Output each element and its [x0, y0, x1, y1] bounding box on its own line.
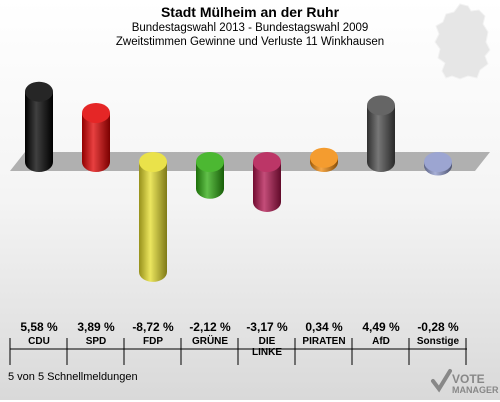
value-label-fdp: -8,72 % — [132, 320, 174, 334]
value-label-spd: 3,89 % — [77, 320, 115, 334]
logo-text-vote: VOTE — [452, 372, 485, 386]
category-label-sonstige: Sonstige — [416, 336, 460, 347]
chart-title: Stadt Mülheim an der Ruhr — [160, 4, 340, 20]
category-label-die-linke: DIE LINKE — [252, 336, 282, 358]
value-label-cdu: 5,58 % — [20, 320, 58, 334]
bar-spd — [82, 102, 110, 172]
value-label-die-linke: -3,17 % — [246, 320, 288, 334]
germany-map-icon — [434, 3, 491, 80]
bar-cdu — [25, 81, 53, 172]
category-label-fdp: FDP — [143, 336, 163, 347]
report-status: 5 von 5 Schnellmeldungen — [8, 371, 138, 383]
value-label-afd: 4,49 % — [362, 320, 400, 334]
bar-chart — [10, 81, 490, 282]
category-label-spd: SPD — [85, 336, 107, 347]
bar-fdp — [139, 152, 167, 282]
chart-header: Stadt Mülheim an der Ruhr Bundestagswahl… — [0, 4, 500, 49]
chart-subtitle: Bundestagswahl 2013 - Bundestagswahl 200… — [131, 22, 369, 34]
logo-text-manager: MANAGER — [452, 385, 499, 395]
chart-subtitle-detail: Zweitstimmen Gewinne und Verluste 11 Win… — [115, 36, 385, 48]
bar-die-linke — [253, 152, 281, 212]
value-label-gr-ne: -2,12 % — [189, 320, 231, 334]
checkmark-icon — [431, 369, 452, 393]
bar-sonstige — [424, 152, 452, 176]
bar-series — [25, 81, 452, 282]
bar-piraten — [310, 147, 338, 172]
bar-afd — [367, 95, 395, 172]
bar-gr-ne — [196, 152, 224, 199]
category-labels: CDU SPD FDP GRÜNE DIE LINKE PIRATEN AfD Sonstige — [0, 336, 500, 366]
category-label-cdu: CDU — [28, 336, 50, 347]
value-labels: 5,58 % 3,89 % -8,72 % -2,12 % -3,17 % 0,34 % 4… — [0, 320, 500, 334]
value-label-sonstige: -0,28 % — [417, 320, 459, 334]
category-label-piraten: PIRATEN — [302, 336, 346, 347]
value-label-piraten: 0,34 % — [305, 320, 343, 334]
category-label-afd: AfD — [372, 336, 390, 347]
category-label-gr-ne: GRÜNE — [191, 336, 229, 347]
vote-manager-logo: VOTE MANAGER — [430, 367, 499, 397]
